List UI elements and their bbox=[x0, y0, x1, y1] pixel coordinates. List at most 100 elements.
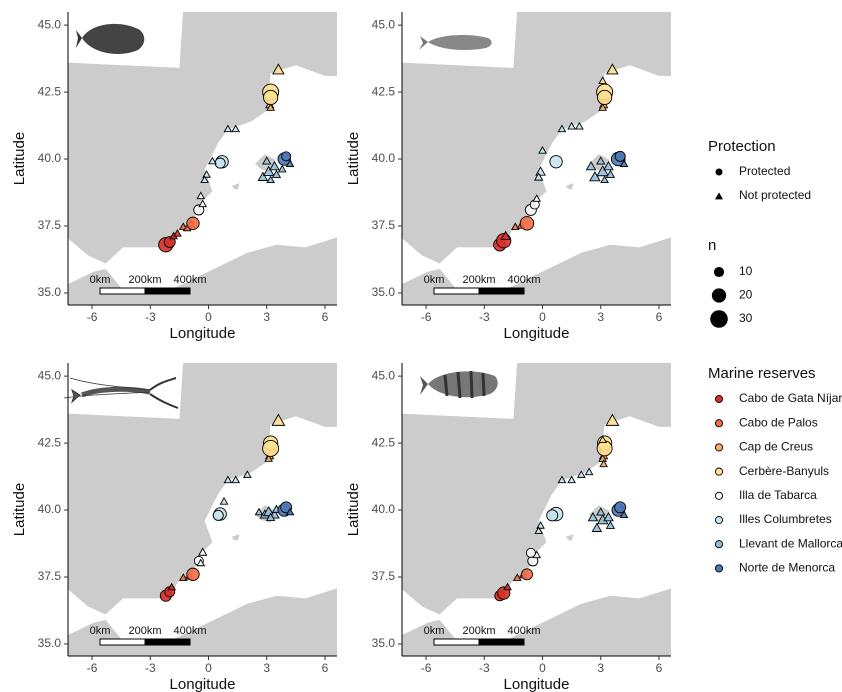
point-not-protected bbox=[605, 169, 616, 178]
reserve-key bbox=[714, 515, 724, 525]
point-not-protected bbox=[173, 229, 182, 237]
point-not-protected bbox=[219, 496, 229, 505]
scale-bar-black bbox=[144, 638, 191, 646]
point-not-protected bbox=[242, 470, 252, 478]
y-tick-label: 35.0 bbox=[372, 285, 396, 299]
point-not-protected bbox=[598, 103, 608, 111]
reserve-key bbox=[714, 467, 724, 476]
point-not-protected bbox=[536, 521, 545, 529]
y-tick-label: 37.5 bbox=[372, 218, 396, 232]
y-axis-title: Latitude bbox=[345, 132, 362, 185]
legend-label: 30 bbox=[739, 311, 753, 325]
x-axis-title: Longitude bbox=[170, 676, 236, 692]
scale-bar-label: 200km bbox=[462, 625, 495, 637]
point-not-protected bbox=[196, 558, 206, 567]
legend-label: Protected bbox=[739, 164, 790, 178]
legend-label: Cabo de Gata Níjar bbox=[739, 391, 842, 405]
y-tick-label: 42.5 bbox=[38, 84, 62, 98]
size-key bbox=[713, 266, 725, 278]
x-tick-label: 6 bbox=[322, 310, 329, 324]
reserve-key bbox=[714, 491, 724, 500]
point-not-protected bbox=[231, 475, 241, 484]
legend-label: Norte de Menorca bbox=[739, 561, 835, 575]
point-not-protected bbox=[266, 103, 275, 111]
plot-area bbox=[402, 12, 671, 305]
scale-bar: 0km 200km 400km bbox=[424, 274, 541, 295]
legend-label: Not protected bbox=[739, 188, 811, 202]
x-tick-label: -6 bbox=[421, 661, 432, 675]
point-not-protected bbox=[596, 165, 610, 177]
point-not-protected bbox=[596, 507, 606, 516]
point-not-protected bbox=[534, 526, 543, 535]
panel: 0km 200km 400km -6 -3 0 3 6 35.0 37.5 40.0 42.5 45.0… bbox=[345, 363, 671, 692]
point-not-protected bbox=[603, 160, 614, 171]
point-protected bbox=[519, 216, 535, 231]
point-protected bbox=[263, 89, 279, 106]
legend-label: Illes Columbretes bbox=[739, 512, 832, 526]
scale-bar-label: 400km bbox=[507, 625, 540, 637]
y-tick-label: 42.5 bbox=[372, 435, 396, 449]
legend-label: Llevant de Mallorca bbox=[739, 536, 842, 550]
legend-title: Marine reserves bbox=[708, 365, 816, 382]
legend-label: Cerbère-Banyuls bbox=[739, 464, 829, 478]
legend-key bbox=[715, 192, 723, 200]
x-tick-label: -3 bbox=[145, 661, 156, 675]
point-not-protected bbox=[500, 230, 511, 240]
x-tick-label: -6 bbox=[87, 310, 98, 324]
y-tick-label: 37.5 bbox=[38, 569, 62, 583]
legend-label: Cap de Creus bbox=[739, 440, 813, 454]
scale-bar-white bbox=[99, 287, 146, 295]
scale-bar-label: 200km bbox=[128, 625, 161, 637]
y-tick-label: 45.0 bbox=[372, 368, 396, 382]
point-not-protected bbox=[257, 171, 269, 181]
point-not-protected bbox=[567, 475, 576, 484]
point-protected bbox=[525, 547, 536, 558]
scale-bar-label: 0km bbox=[90, 625, 111, 637]
legend-title: n bbox=[708, 237, 716, 254]
point-not-protected bbox=[575, 121, 584, 130]
point-not-protected bbox=[538, 145, 547, 154]
point-not-protected bbox=[585, 160, 597, 171]
point-not-protected bbox=[598, 435, 608, 443]
point-not-protected bbox=[532, 194, 542, 202]
point-protected bbox=[262, 439, 280, 457]
point-not-protected bbox=[196, 191, 206, 200]
point-not-protected bbox=[254, 507, 264, 516]
y-tick-label: 40.0 bbox=[38, 502, 62, 516]
land bbox=[402, 12, 671, 305]
legend-label: 20 bbox=[739, 288, 753, 302]
y-tick-label: 35.0 bbox=[38, 636, 62, 650]
x-axis-title: Longitude bbox=[504, 676, 570, 692]
point-protected bbox=[214, 157, 226, 169]
point-not-protected bbox=[600, 175, 609, 184]
point-not-protected bbox=[269, 160, 280, 171]
y-tick-label: 37.5 bbox=[38, 218, 62, 232]
scale-bar-black bbox=[144, 287, 191, 295]
scale-bar: 0km 200km 400km bbox=[90, 625, 207, 646]
y-tick-label: 42.5 bbox=[372, 84, 396, 98]
legend-label: Illa de Tabarca bbox=[739, 488, 817, 502]
point-not-protected bbox=[167, 582, 176, 591]
y-axis-title: Latitude bbox=[11, 132, 28, 185]
x-tick-label: -6 bbox=[87, 661, 98, 675]
scale-bar: 0km 200km 400km bbox=[90, 274, 207, 295]
scale-bar-label: 400km bbox=[173, 274, 206, 286]
point-not-protected bbox=[178, 573, 188, 581]
x-tick-label: -6 bbox=[421, 310, 432, 324]
scale-bar-white bbox=[433, 287, 480, 295]
point-not-protected bbox=[598, 76, 608, 84]
point-not-protected bbox=[265, 512, 276, 521]
y-axis-title: Latitude bbox=[11, 483, 28, 536]
point-not-protected bbox=[603, 511, 614, 522]
point-not-protected bbox=[596, 156, 606, 165]
point-not-protected bbox=[272, 63, 285, 75]
plot-area bbox=[68, 363, 337, 656]
y-tick-label: 40.0 bbox=[372, 502, 396, 516]
y-tick-label: 45.0 bbox=[372, 17, 396, 31]
reserve-key bbox=[714, 540, 724, 549]
point-not-protected bbox=[264, 454, 274, 462]
point-not-protected bbox=[223, 475, 233, 484]
fish-icon bbox=[419, 34, 492, 50]
panel: 0km 200km 400km -6 -3 0 3 6 35.0 37.5 40.0 42.5 45.0… bbox=[11, 363, 337, 692]
point-protected bbox=[549, 155, 563, 169]
